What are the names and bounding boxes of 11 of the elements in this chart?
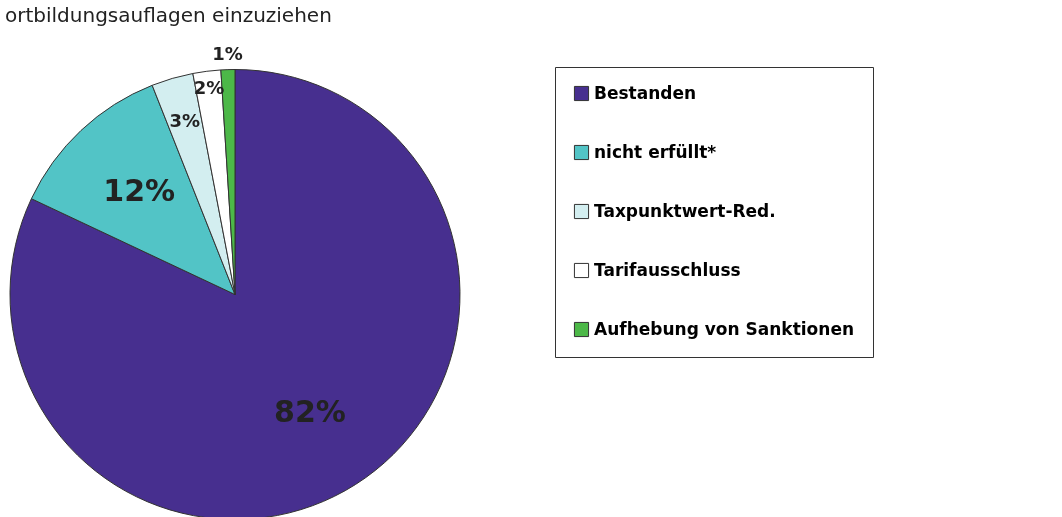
- data-label: 1%: [212, 42, 243, 64]
- text: ortbildungsauflagen einzuziehen: [5, 2, 332, 27]
- legend-label: Taxpunktwert-Red.: [594, 200, 776, 221]
- legend-label: nicht erfüllt*: [594, 141, 717, 162]
- pie-slice: [9, 69, 461, 517]
- legend-label: Tarifausschluss: [594, 259, 741, 280]
- legend-label: Aufhebung von Sanktionen: [594, 318, 855, 339]
- data-label: 12%: [103, 173, 176, 209]
- legend-label: Bestanden: [594, 82, 697, 103]
- data-label: 3%: [169, 109, 201, 131]
- data-label: 82%: [274, 393, 346, 429]
